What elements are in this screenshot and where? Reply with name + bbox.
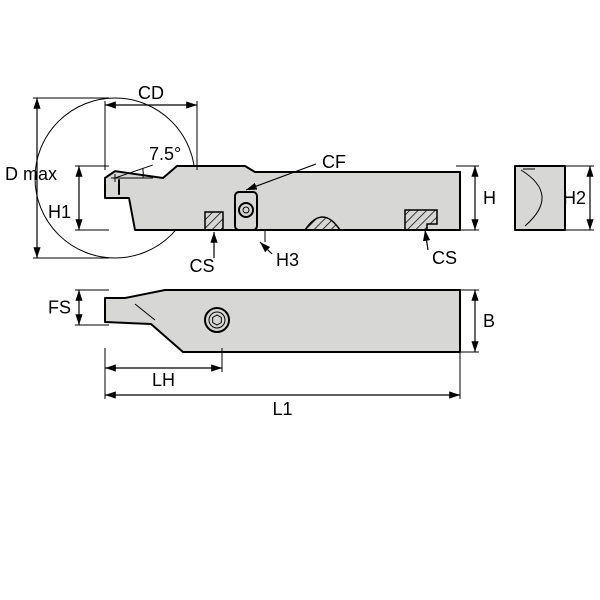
cd-label: CD xyxy=(138,83,164,103)
l1-label: L1 xyxy=(272,399,292,419)
angle-label: 7.5° xyxy=(149,144,181,164)
h2-label: H2 xyxy=(563,188,586,208)
h-label: H xyxy=(483,188,496,208)
cs-left-label: CS xyxy=(189,256,214,276)
h3-label: H3 xyxy=(276,250,299,270)
cf-label: CF xyxy=(322,152,346,172)
technical-drawing: 7.5° CD D max H1 H H2 CF H3 CS CS FS B LH L1 xyxy=(0,0,600,600)
b-label: B xyxy=(483,311,495,331)
fs-label: FS xyxy=(48,298,71,318)
cs-right-label: CS xyxy=(432,248,457,268)
h1-label: H1 xyxy=(48,202,71,222)
lh-label: LH xyxy=(152,370,175,390)
top-view-body xyxy=(105,290,460,352)
cs-left-foot xyxy=(205,212,223,230)
end-view-body xyxy=(515,166,565,230)
dmax-label: D max xyxy=(5,164,57,184)
